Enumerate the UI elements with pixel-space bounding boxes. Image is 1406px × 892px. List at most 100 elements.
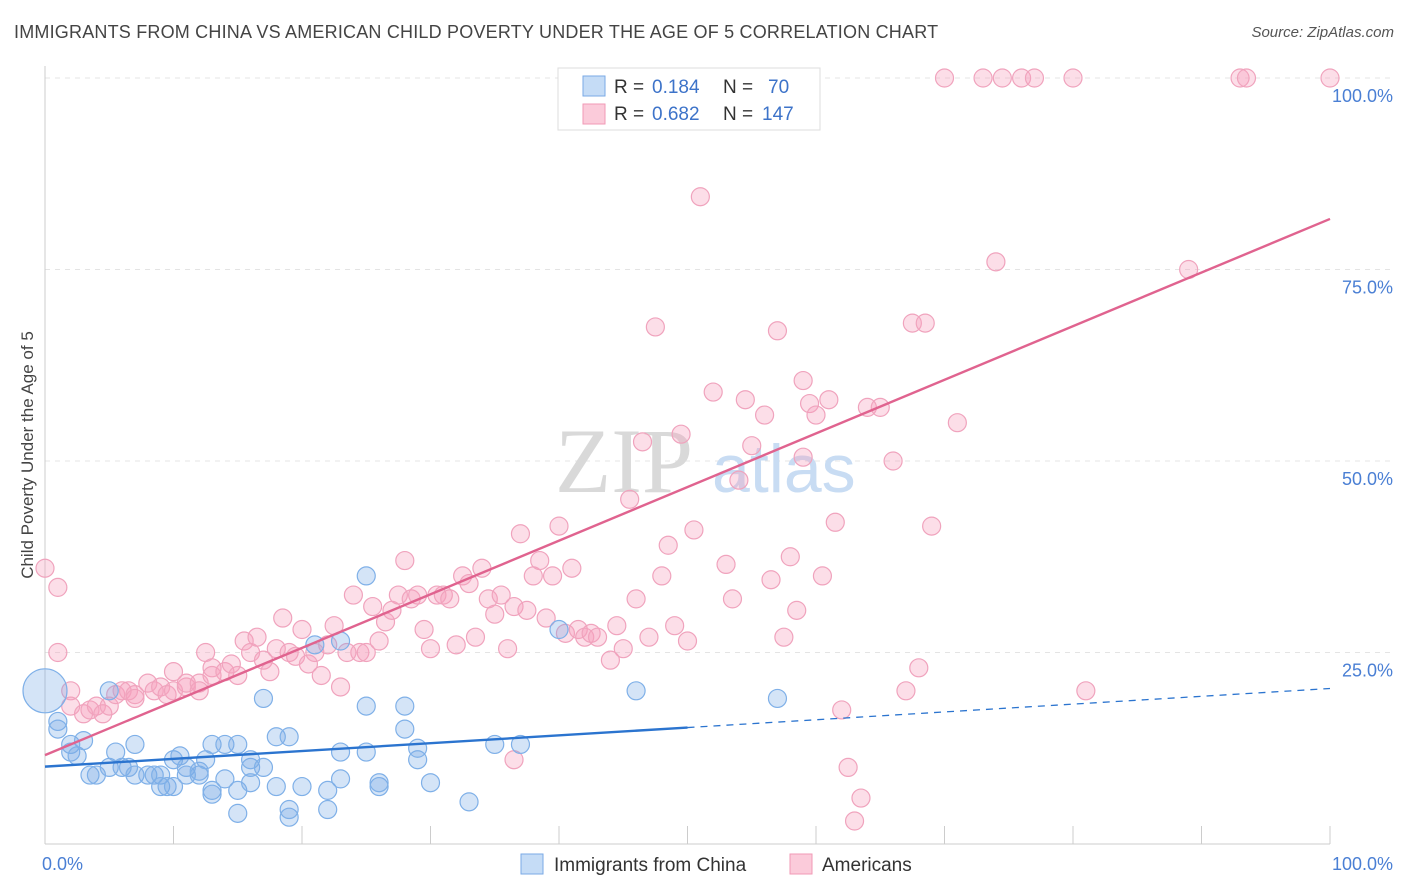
americans-point (729, 470, 749, 490)
americans-point (832, 700, 852, 720)
watermark-atlas: atlas (712, 431, 856, 507)
china-point (408, 750, 428, 770)
americans-point (825, 512, 845, 532)
americans-point (343, 585, 363, 605)
americans-point (780, 547, 800, 567)
americans-point (896, 681, 916, 701)
china-point (395, 719, 415, 739)
china-point (241, 773, 261, 793)
americans-point (703, 382, 723, 402)
china-point (157, 776, 177, 797)
americans-point (716, 554, 736, 575)
china-point (163, 776, 184, 797)
x-tick-label-0: 0.0% (42, 854, 83, 874)
americans-point (542, 566, 563, 586)
americans-point (915, 313, 935, 333)
china-point (228, 734, 248, 755)
y-tick-label-25: 25.0% (1342, 661, 1393, 681)
china-trend-line (44, 726, 688, 768)
americans-point (311, 665, 331, 686)
china-point (48, 711, 68, 732)
china-point (459, 792, 479, 812)
legend-n-value-2: 147 (762, 104, 794, 125)
china-point (253, 688, 274, 709)
americans-point (536, 608, 556, 628)
china-point (266, 776, 286, 797)
americans-point (562, 558, 582, 578)
americans-point (517, 600, 537, 620)
americans-point (504, 596, 524, 617)
bottom-legend-label-china: Immigrants from China (554, 855, 747, 876)
americans-point (151, 677, 171, 697)
americans-point (491, 585, 511, 605)
legend-r-label-1: R = (614, 77, 644, 98)
americans-point (806, 405, 826, 425)
americans-point (671, 424, 691, 444)
americans-point (414, 619, 434, 640)
americans-point (992, 68, 1012, 88)
americans-point (388, 585, 408, 605)
china-point (330, 742, 351, 762)
china-point (292, 776, 312, 797)
americans-point (632, 432, 653, 452)
china-point (144, 765, 164, 785)
americans-point (99, 696, 119, 716)
china-point (151, 765, 171, 785)
americans-point (838, 757, 858, 778)
americans-point (645, 317, 665, 337)
americans-point (138, 673, 158, 693)
americans-point (986, 252, 1006, 272)
americans-point (1024, 68, 1045, 88)
americans-point (665, 616, 685, 636)
americans-point (420, 639, 441, 659)
americans-point (973, 68, 993, 88)
americans-point (395, 550, 415, 571)
china-point (330, 769, 351, 789)
americans-point (851, 788, 871, 808)
y-tick-label-50: 50.0% (1342, 469, 1393, 489)
americans-point (330, 677, 351, 697)
americans-point (247, 627, 267, 647)
americans-point (735, 390, 755, 410)
axes (44, 66, 1331, 845)
americans-point (1320, 68, 1340, 88)
china-point (170, 746, 190, 766)
americans-point (356, 642, 376, 663)
americans-point (613, 639, 633, 659)
americans-point (722, 589, 743, 609)
china-point (549, 619, 569, 640)
americans-point (48, 577, 68, 597)
china-point (215, 769, 235, 789)
legend-r-value-1: 0.184 (652, 77, 700, 98)
y-tick-label-100: 100.0% (1332, 86, 1393, 106)
china-point (369, 773, 389, 793)
americans-point (363, 596, 383, 617)
americans-point (690, 187, 710, 207)
americans-point (639, 627, 659, 647)
americans-point (234, 631, 254, 651)
americans-point (922, 516, 942, 536)
americans-points (35, 68, 1340, 831)
americans-point (626, 589, 646, 609)
americans-point (620, 489, 640, 509)
china-point (356, 566, 376, 586)
china-point (279, 799, 299, 820)
americans-point (742, 436, 762, 456)
americans-point (568, 619, 588, 640)
china-point (189, 761, 209, 781)
americans-point (125, 688, 145, 709)
china-point (279, 807, 299, 827)
americans-point (774, 627, 794, 647)
americans-point (549, 516, 569, 536)
americans-point (292, 619, 312, 640)
chart-title: IMMIGRANTS FROM CHINA VS AMERICAN CHILD … (14, 22, 939, 42)
americans-point (652, 566, 672, 586)
legend-r-value-2: 0.682 (652, 104, 700, 125)
americans-point (485, 604, 505, 624)
americans-point (298, 654, 319, 674)
china-point (767, 688, 788, 709)
americans-point (793, 370, 813, 391)
china-point (99, 681, 119, 701)
china-point (318, 799, 338, 820)
americans-point (793, 447, 813, 467)
